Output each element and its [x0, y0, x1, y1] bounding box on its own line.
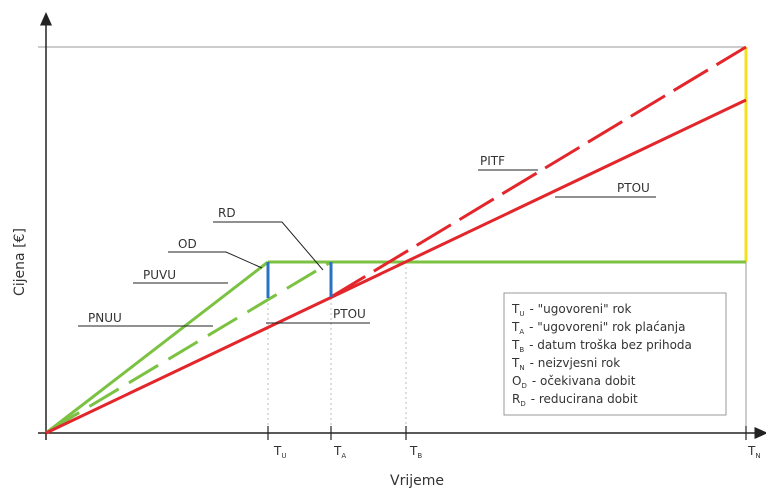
pitf-label: PITF: [480, 154, 505, 168]
svg-text:TA: TA: [333, 444, 346, 460]
legend-item-tu: TU - "ugovoreni" rok: [511, 302, 631, 318]
green-dashed-line: [49, 260, 332, 432]
legend-list: TU - "ugovoreni" rok TA - "ugovoreni" rok …: [511, 302, 692, 408]
legend-item-rd: RD - reducirana dobit: [512, 392, 638, 408]
ptou-high-label: PTOU: [617, 181, 650, 195]
legend-item-od: OD - očekivana dobit: [512, 374, 636, 390]
legend-item-tb: TB - datum troška bez prihoda: [511, 338, 692, 354]
puvu-label: PUVU: [143, 268, 176, 282]
legend-box: [503, 292, 727, 416]
rd-label: RD: [218, 206, 236, 220]
tick-label-tb: TB: [409, 444, 422, 460]
ptou-low-label: PTOU: [333, 307, 366, 321]
legend-item-tn: TN - neizvjesni rok: [511, 356, 620, 372]
tick-label-tu: TU: [273, 444, 286, 460]
legend-item-ta: TA - "ugovoreni" rok plaćanja: [511, 320, 685, 336]
green-solid-rise: [45, 260, 269, 435]
y-axis-title: Cijena [€]: [12, 228, 28, 296]
rd-leader: [213, 221, 324, 271]
tick-label-ta: TA: [333, 444, 346, 460]
red-solid-line: [45, 98, 747, 435]
svg-text:TU: TU: [273, 444, 286, 460]
od-leader: [168, 251, 263, 269]
red-dashed-line: [330, 45, 747, 299]
od-label: OD: [178, 237, 197, 251]
svg-text:TN: TN: [747, 444, 761, 460]
svg-text:TB: TB: [409, 444, 422, 460]
tick-label-tn: TN: [747, 444, 761, 460]
x-axis-title: Vrijeme: [390, 473, 444, 489]
pnuu-label: PNUU: [88, 311, 122, 325]
